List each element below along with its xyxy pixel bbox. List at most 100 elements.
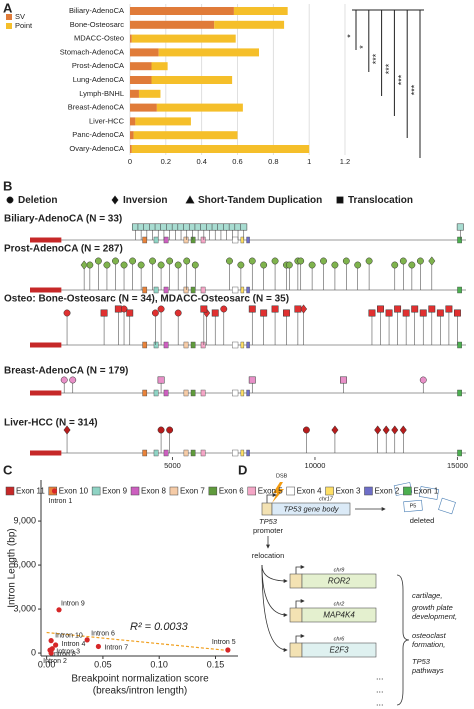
- bar: [130, 7, 234, 15]
- translocation-mark: [368, 309, 376, 317]
- exon-swatch: [208, 486, 218, 496]
- deletion-mark: [166, 426, 174, 434]
- promoter-arrow: [295, 634, 305, 643]
- function-text: development,: [412, 612, 457, 621]
- inversion-mark: [399, 425, 407, 435]
- translocation-mark: [166, 223, 174, 231]
- y-tick-label: Lymph-BNHL: [79, 89, 124, 98]
- deletion-mark: [226, 257, 233, 265]
- bar: [130, 145, 132, 153]
- translocation-mark: [336, 196, 344, 204]
- dsb-bolt: [272, 482, 284, 503]
- exon-swatch: [325, 486, 334, 496]
- point-label: Intron 9: [61, 601, 85, 608]
- exon: [190, 341, 196, 349]
- exon: [153, 286, 159, 294]
- promoter-box: [289, 607, 303, 623]
- legend-label: Point: [15, 21, 33, 30]
- inversion-mark: [80, 260, 88, 270]
- y-tick-label: Stomach-AdenoCA: [60, 47, 124, 56]
- point: [53, 642, 59, 648]
- gene-label: MAP4K4: [323, 611, 355, 620]
- deletion-mark: [320, 257, 327, 265]
- deletion-mark: [365, 257, 373, 265]
- x-tick-label: 10000: [305, 461, 326, 470]
- exon: [240, 449, 245, 457]
- significance: ***: [371, 53, 381, 64]
- y-axis-label: Intron Length (bp): [7, 528, 18, 608]
- r-squared: R² = 0.0033: [130, 621, 189, 633]
- translocation-mark: [143, 223, 151, 231]
- y-tick-label: MDACC-Osteo: [74, 34, 124, 43]
- legend-label: Deletion: [18, 195, 57, 206]
- y-tick-label: Ovary-AdenoCA: [69, 144, 124, 153]
- translocation-mark: [149, 223, 156, 231]
- fragment: [438, 497, 456, 515]
- translocation-mark: [200, 305, 208, 313]
- bar: [135, 117, 191, 126]
- bar: [130, 34, 132, 43]
- exon: [30, 342, 62, 348]
- translocation-mark: [240, 223, 248, 231]
- exon: [142, 389, 148, 397]
- point: [56, 607, 62, 613]
- exon: [163, 341, 169, 349]
- exon: [246, 449, 250, 457]
- exon: [153, 341, 159, 349]
- promoter-label: TP53: [259, 517, 278, 526]
- panel-label: D: [238, 462, 247, 477]
- x-tick-label: 0.15: [207, 659, 225, 669]
- exon-swatch: [5, 486, 15, 496]
- x-axis-label: (breaks/intron length): [93, 686, 188, 697]
- translocation-mark: [206, 223, 213, 231]
- translocation-mark: [428, 305, 436, 313]
- exon: [200, 389, 206, 397]
- bar: [130, 131, 134, 140]
- function-text: pathways: [411, 666, 444, 675]
- deletion-mark: [391, 261, 399, 269]
- exon: [457, 389, 462, 397]
- y-tick-label: Panc-AdenoCA: [72, 130, 124, 139]
- exon: [246, 389, 250, 397]
- point: [48, 638, 54, 644]
- x-tick-label: 0.4: [196, 157, 206, 166]
- gene-box: [301, 573, 377, 589]
- point-label: Intron 3: [56, 649, 80, 656]
- panel-label: C: [3, 462, 13, 477]
- x-tick-label: 0.10: [150, 659, 168, 669]
- legend-label: Translocation: [348, 195, 413, 206]
- exon: [183, 449, 189, 457]
- deletion-mark: [120, 261, 128, 269]
- dsb-label: DSB: [276, 473, 288, 479]
- exon: [30, 390, 62, 396]
- exon-label: Exon 11: [16, 487, 45, 496]
- exon: [232, 341, 239, 349]
- translocation-mark: [160, 223, 168, 231]
- translocation-mark: [385, 309, 393, 317]
- x-tick-label: 0.6: [232, 157, 242, 166]
- track-title: Osteo: Bone-Osteosarc (N = 34), MDACC-Os…: [4, 294, 289, 305]
- point-label: Intron 2: [43, 658, 67, 665]
- legend-label: Short-Tandem Duplication: [198, 195, 322, 206]
- deletion-mark: [302, 426, 310, 434]
- deleted-label: deleted: [410, 516, 435, 525]
- bar: [130, 117, 136, 126]
- deletion-mark: [331, 261, 339, 269]
- exon: [163, 449, 169, 457]
- exon: [183, 341, 189, 349]
- translocation-mark: [271, 305, 279, 313]
- y-tick-label: Breast-AdenoCA: [68, 103, 124, 112]
- exon-label: Exon 5: [258, 487, 283, 496]
- exon: [232, 389, 239, 397]
- deletion-mark: [285, 261, 293, 269]
- translocation-mark: [411, 305, 419, 313]
- track-title: Liver-HCC (N = 314): [4, 418, 98, 429]
- deletion-mark: [248, 257, 256, 265]
- function-text: growth plate: [412, 603, 453, 612]
- brace: [396, 574, 410, 706]
- deletion-mark: [137, 261, 145, 269]
- bar: [151, 62, 168, 71]
- inversion-mark: [331, 425, 339, 435]
- exon: [232, 236, 239, 244]
- function-text: osteoclast: [412, 631, 447, 640]
